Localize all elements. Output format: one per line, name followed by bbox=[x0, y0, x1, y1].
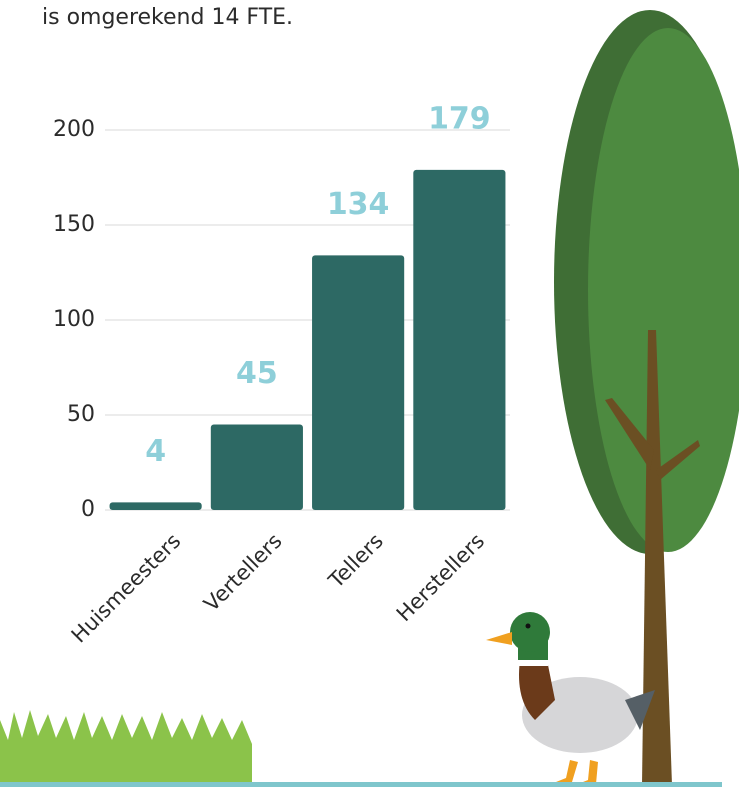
y-tick-label: 100 bbox=[53, 307, 95, 332]
bar bbox=[109, 502, 202, 510]
y-tick-label: 150 bbox=[53, 212, 95, 237]
value-label: 179 bbox=[428, 101, 491, 136]
y-tick-label: 0 bbox=[81, 497, 95, 522]
bar bbox=[312, 255, 405, 510]
ground-line bbox=[0, 782, 722, 787]
y-tick-label: 200 bbox=[53, 117, 95, 142]
y-tick-label: 50 bbox=[67, 402, 95, 427]
tree bbox=[554, 10, 739, 785]
bar bbox=[413, 169, 506, 510]
bar bbox=[210, 424, 303, 510]
value-label: 45 bbox=[236, 356, 278, 391]
duck bbox=[486, 612, 655, 784]
intro-text: is omgerekend 14 FTE. bbox=[42, 5, 293, 30]
grass bbox=[0, 710, 252, 785]
value-label: 4 bbox=[145, 434, 166, 469]
value-label: 134 bbox=[327, 187, 390, 222]
